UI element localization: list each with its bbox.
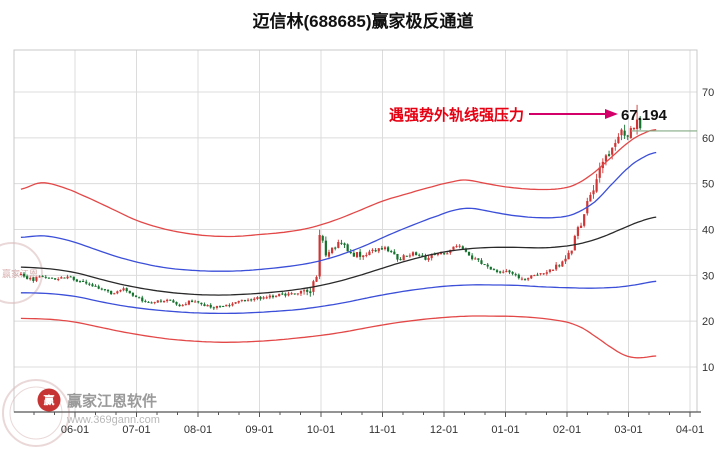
y-axis-label: 10 [702, 362, 714, 374]
pressure-annotation: 遇强势外轨线强压力 67.194 [389, 106, 668, 124]
brand-watermark: 赢 赢家江恩软件 www.369gann.com [37, 388, 160, 426]
gridlines [13, 49, 698, 413]
brand-name: 赢家江恩软件 [67, 392, 157, 410]
watermark-seal-icon [9, 386, 63, 440]
x-axis-label: 04-01 [676, 424, 704, 436]
x-axis-label: 09-01 [245, 424, 273, 436]
x-axis-label: 12-01 [430, 424, 458, 436]
channel-line-inner-lower-blue [20, 280, 657, 315]
brand-url: www.369gann.com [66, 414, 160, 426]
channel-line-outer-lower-red [20, 315, 657, 359]
x-axis-label: 02-01 [553, 424, 581, 436]
pressure-label: 遇强势外轨线强压力 [389, 106, 524, 124]
axes: 06-01 07-01 08-01 09-01 10-01 11-01 12-01 01-01… [14, 87, 714, 436]
x-axis-label: 06-01 [61, 424, 89, 436]
x-axis-label: 11-01 [369, 424, 396, 436]
x-axis-label: 03-01 [614, 424, 642, 436]
watermark-seal-icon [0, 242, 43, 304]
watermark-seals: 赢家江恩 [0, 242, 70, 447]
brand-logo-char: 赢 [44, 393, 55, 407]
x-axis-label: 08-01 [184, 424, 212, 436]
brand-logo-icon [37, 388, 61, 412]
y-axis-label: 30 [702, 270, 714, 282]
channel-line-outer-upper-red [20, 128, 657, 238]
watermark-seal-icon [2, 379, 70, 447]
y-axis-label: 60 [702, 133, 714, 145]
y-axis-label: 70 [702, 87, 714, 99]
channel-lines [20, 128, 657, 359]
x-axis-label: 07-01 [122, 424, 150, 436]
x-axis-label: 10-01 [307, 424, 335, 436]
channel-line-inner-upper-blue [20, 151, 657, 272]
y-axis-label: 50 [702, 179, 714, 191]
y-axis-label: 20 [702, 316, 714, 328]
watermark-seal-text: 赢家江恩 [2, 268, 38, 279]
x-axis-label: 01-01 [491, 424, 519, 436]
y-axis-label: 40 [702, 225, 714, 237]
chart-title: 迈信林(688685)赢家极反通道 [252, 11, 473, 31]
peak-price-label: 67.194 [621, 107, 668, 124]
pressure-arrowhead-icon [605, 109, 618, 119]
candlestick-series [19, 104, 642, 311]
channel-line-middle-black [20, 216, 657, 296]
